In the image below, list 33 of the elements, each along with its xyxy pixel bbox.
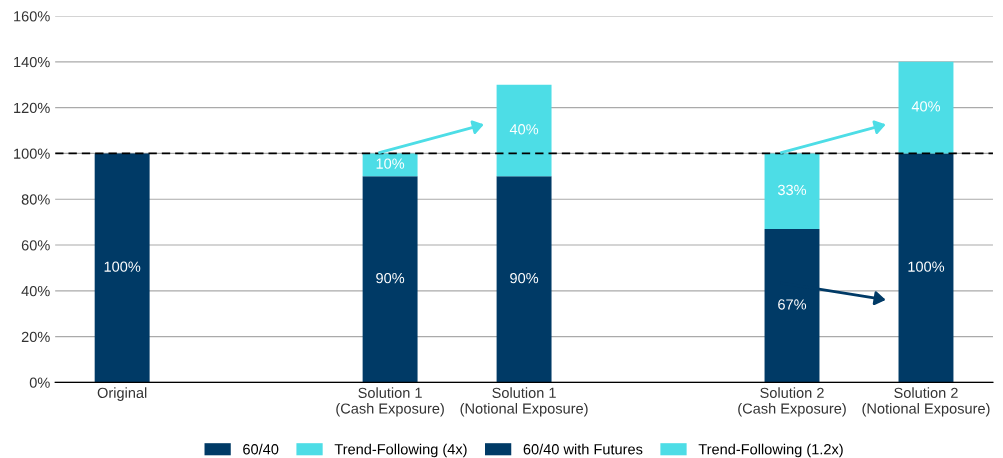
- y-tick-label: 0%: [29, 377, 50, 388]
- y-tick-label: 100%: [14, 148, 50, 159]
- y-tick-label: 40%: [21, 285, 50, 297]
- data-label: 100%: [104, 261, 141, 272]
- y-tick-label: 160%: [14, 11, 50, 22]
- y-tick-label: 80%: [21, 194, 50, 205]
- legend-label: 60/40: [243, 443, 279, 455]
- x-tick-label: Solution 1 (Notional Exposure): [460, 387, 588, 417]
- y-tick-label: 120%: [14, 102, 50, 114]
- data-label: 10%: [376, 158, 405, 169]
- bar: [898, 61, 954, 154]
- data-label: 40%: [509, 124, 539, 135]
- y-tick-label: 140%: [14, 56, 50, 68]
- data-label: 33%: [777, 184, 807, 196]
- legend-label: 60/40 with Futures: [523, 443, 643, 455]
- data-label: 40%: [911, 101, 941, 112]
- bar: [496, 176, 552, 383]
- data-label: 90%: [376, 272, 405, 284]
- data-label: 67%: [778, 299, 807, 310]
- x-tick-label: Solution 2 (Cash Exposure): [738, 387, 846, 417]
- y-tick-label: 20%: [21, 331, 50, 343]
- bar: [898, 153, 954, 383]
- legend-label: Trend-Following (4x): [334, 443, 467, 458]
- data-label: 100%: [908, 261, 945, 272]
- x-tick-label: Solution 1 (Cash Exposure): [336, 387, 444, 417]
- x-tick-label: Solution 2 (Notional Exposure): [862, 387, 990, 417]
- bar: [496, 84, 552, 177]
- bar: [94, 153, 150, 383]
- legend-label: Trend-Following (1.2x): [698, 443, 843, 458]
- bar: [362, 176, 418, 383]
- x-tick-label: Original: [97, 387, 147, 401]
- data-label: 90%: [510, 272, 539, 284]
- y-tick-label: 60%: [21, 240, 50, 251]
